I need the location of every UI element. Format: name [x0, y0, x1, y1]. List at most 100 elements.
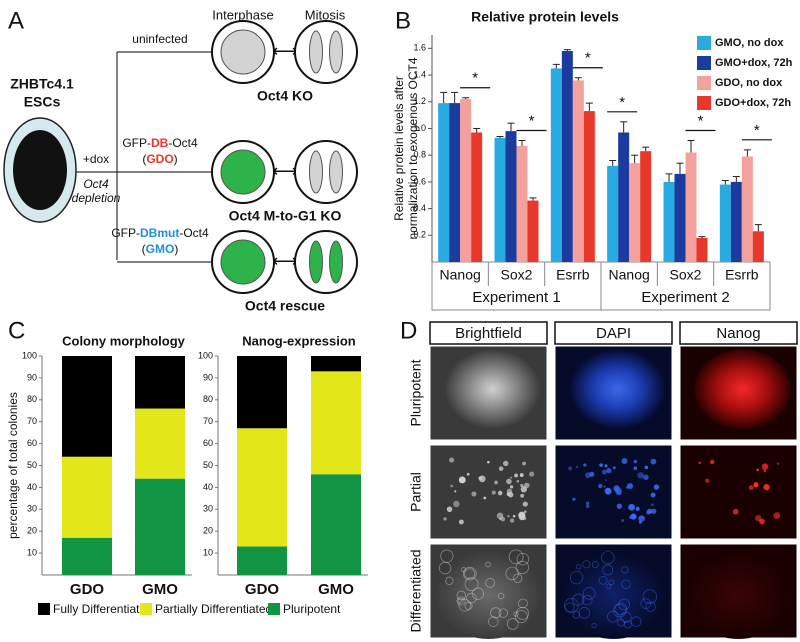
- cell-dot: [512, 514, 516, 518]
- chromosome: [309, 150, 323, 194]
- y-tick-label: 10: [27, 547, 37, 557]
- cell-dot: [583, 463, 587, 467]
- bar-segment: [237, 546, 287, 575]
- cell-dot: [514, 473, 518, 478]
- y-tick-label: 50: [203, 460, 213, 470]
- cell-dot: [523, 510, 527, 513]
- bar-segment: [135, 356, 185, 409]
- cell-dot: [513, 611, 519, 617]
- cell-dot: [491, 490, 496, 495]
- cell-dot: [518, 511, 526, 519]
- y-tick-label: 0.4: [413, 203, 426, 213]
- y-tick-label: 20: [203, 526, 213, 536]
- bar-segment: [237, 356, 287, 429]
- x-tick-label: GMO: [142, 581, 178, 598]
- cell-dot: [650, 503, 654, 507]
- legend-label: GDO+dox, 72h: [715, 97, 791, 109]
- cell-dot: [563, 598, 579, 613]
- y-tick-label: 90: [27, 372, 37, 382]
- cell-dot: [748, 485, 754, 490]
- cell-dot: [582, 560, 591, 569]
- cell-dot: [568, 466, 573, 471]
- cell-dot: [462, 566, 477, 581]
- colony: [444, 349, 541, 429]
- cell-dot: [710, 459, 715, 465]
- esc-nucleus: [13, 130, 67, 210]
- cell-dot: [445, 576, 454, 585]
- legend-swatch: [268, 603, 280, 615]
- cell-dot: [522, 461, 526, 466]
- legend-label: Fully Differentiated: [53, 602, 153, 616]
- construct-label: uninfected: [132, 32, 187, 46]
- cell-dot: [598, 483, 603, 489]
- colony: [569, 349, 666, 429]
- stage-header: Interphase: [212, 7, 273, 22]
- panel-label: A: [8, 7, 24, 34]
- cell-dot: [605, 583, 612, 589]
- y-tick-label: 40: [203, 482, 213, 492]
- cell-dot: [509, 485, 514, 489]
- cell-dot: [575, 465, 579, 469]
- cell-dot: [509, 518, 515, 523]
- chart-title: Colony morphology: [62, 333, 186, 348]
- x-tick-label: Esrrb: [725, 267, 759, 283]
- cell-dot: [732, 508, 739, 515]
- legend-swatch: [697, 56, 711, 70]
- cell-dot: [506, 478, 512, 485]
- y-tick-label: 40: [27, 482, 37, 492]
- significance-label: *: [619, 94, 625, 111]
- mitosis-cell: [294, 230, 358, 294]
- construct-part: (: [142, 242, 146, 256]
- treatment-note: depletion: [72, 191, 121, 205]
- y-tick-label: 30: [203, 504, 213, 514]
- group-label: Experiment 1: [472, 289, 560, 306]
- cell-dot: [591, 561, 599, 568]
- cell-dot: [628, 504, 634, 510]
- cell-dot: [630, 513, 637, 520]
- y-tick-label: 50: [27, 460, 37, 470]
- legend-swatch: [697, 36, 711, 50]
- cell-dot: [773, 512, 781, 520]
- y-tick-label: 20: [27, 526, 37, 536]
- construct-part: -Oct4: [179, 226, 209, 240]
- cell-dot: [643, 474, 649, 481]
- arrow: ⟷: [272, 41, 298, 61]
- bar: [561, 51, 573, 262]
- mitosis-cell: [294, 20, 358, 84]
- cell-dot: [478, 476, 483, 481]
- bar: [629, 163, 641, 262]
- cell-dot: [633, 459, 638, 464]
- y-tick-label: 70: [27, 416, 37, 426]
- cell-dot: [471, 587, 485, 600]
- cell-dot: [572, 497, 576, 501]
- interphase-nucleus: [220, 149, 266, 195]
- bar-segment: [135, 408, 185, 479]
- bar: [550, 68, 562, 262]
- legend-label: GMO, no dox: [715, 37, 784, 49]
- cell-dot: [576, 564, 582, 570]
- cell-dot: [612, 466, 616, 470]
- cell-dot: [613, 604, 627, 618]
- interphase-nucleus: [220, 239, 266, 285]
- cell-dot: [519, 473, 524, 477]
- colony: [559, 551, 668, 639]
- cell-dot: [608, 579, 615, 586]
- cell-dot: [458, 519, 464, 525]
- cell-dot: [705, 478, 710, 483]
- cell-dot: [763, 484, 770, 491]
- cell-dot: [520, 493, 525, 498]
- cell-dot: [454, 490, 457, 493]
- significance-label: *: [698, 112, 704, 129]
- y-tick-label: 1.6: [413, 43, 426, 53]
- legend-label: Partially Differentiated: [155, 602, 272, 616]
- cell-dot: [438, 561, 452, 575]
- bar-segment: [311, 474, 361, 575]
- bar: [696, 237, 708, 262]
- cell-dot: [628, 516, 632, 519]
- cell-dot: [621, 579, 631, 589]
- cell-dot: [450, 484, 454, 488]
- y-tick-label: 70: [203, 416, 213, 426]
- cell-dot: [598, 575, 608, 585]
- bar: [527, 200, 539, 262]
